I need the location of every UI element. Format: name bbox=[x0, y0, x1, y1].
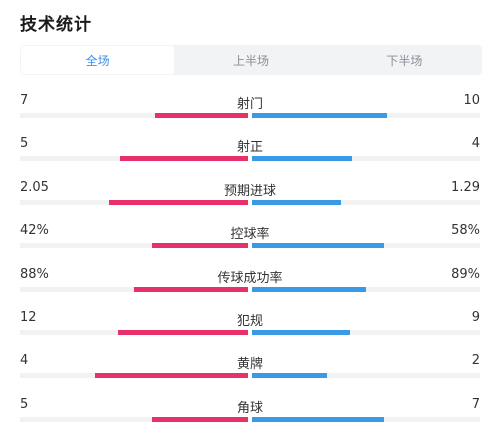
home-bar-track bbox=[20, 243, 248, 249]
home-bar-track bbox=[20, 286, 248, 292]
away-bar bbox=[252, 416, 384, 422]
away-value: 2 bbox=[471, 353, 480, 369]
home-value: 88% bbox=[20, 266, 49, 282]
away-value: 1.29 bbox=[451, 179, 480, 195]
home-bar bbox=[152, 243, 248, 249]
stat-row-corners: 5 角球 7 bbox=[0, 392, 500, 435]
home-bar bbox=[152, 416, 248, 422]
away-value: 58% bbox=[451, 223, 480, 239]
stat-row-fouls: 12 犯规 9 bbox=[0, 305, 500, 348]
away-value: 7 bbox=[471, 396, 480, 412]
stat-row-yellow-cards: 4 黄牌 2 bbox=[0, 348, 500, 391]
away-bar-track bbox=[252, 199, 480, 205]
home-value: 5 bbox=[20, 136, 29, 152]
home-value: 5 bbox=[20, 396, 29, 412]
away-bar bbox=[252, 199, 341, 205]
away-bar-track bbox=[252, 416, 480, 422]
away-value: 9 bbox=[471, 309, 480, 325]
stat-label: 角球 bbox=[236, 400, 263, 416]
home-bar-track bbox=[20, 329, 248, 335]
home-bar bbox=[134, 286, 248, 292]
stat-label: 犯规 bbox=[236, 313, 263, 329]
stat-row-shots-on-target: 5 射正 4 bbox=[0, 131, 500, 174]
stat-row-possession: 42% 控球率 58% bbox=[0, 218, 500, 261]
period-tabs: 全场 上半场 下半场 bbox=[20, 45, 482, 75]
away-bar bbox=[252, 329, 350, 335]
away-bar-track bbox=[252, 113, 480, 118]
stat-label: 预期进球 bbox=[223, 183, 276, 199]
stat-label: 控球率 bbox=[230, 227, 270, 243]
stat-label: 传球成功率 bbox=[217, 270, 283, 286]
home-bar-track bbox=[20, 373, 248, 379]
home-bar bbox=[109, 199, 248, 205]
home-value: 4 bbox=[20, 353, 29, 369]
stat-label: 黄牌 bbox=[236, 357, 263, 373]
stat-row-expected-goals: 2.05 预期进球 1.29 bbox=[0, 175, 500, 218]
away-value: 89% bbox=[451, 266, 480, 282]
away-bar-track bbox=[252, 286, 480, 292]
home-bar bbox=[95, 373, 248, 379]
home-value: 2.05 bbox=[20, 179, 49, 195]
stat-row-pass-accuracy: 88% 传球成功率 89% bbox=[0, 262, 500, 305]
away-bar-track bbox=[252, 156, 480, 162]
home-bar-track bbox=[20, 416, 248, 422]
page-title: 技术统计 bbox=[20, 15, 92, 35]
away-bar-track bbox=[252, 373, 480, 379]
stat-label: 射正 bbox=[236, 140, 263, 156]
away-value: 4 bbox=[471, 136, 480, 152]
away-value: 10 bbox=[463, 93, 480, 108]
away-bar bbox=[252, 156, 352, 162]
away-bar bbox=[252, 243, 384, 249]
home-bar-track bbox=[20, 199, 248, 205]
stats-list: 7 射门 10 5 射正 4 2.05 预期进球 1.29 42% 控球率 58… bbox=[0, 88, 500, 435]
away-bar-track bbox=[252, 329, 480, 335]
tab-full-match[interactable]: 全场 bbox=[21, 46, 175, 74]
home-value: 12 bbox=[20, 309, 37, 325]
home-bar-track bbox=[20, 113, 248, 118]
stat-row-shots: 7 射门 10 bbox=[0, 88, 500, 131]
away-bar bbox=[252, 286, 366, 292]
tab-second-half[interactable]: 下半场 bbox=[386, 53, 423, 68]
stat-label: 射门 bbox=[236, 97, 263, 112]
home-bar bbox=[120, 156, 248, 162]
home-bar bbox=[155, 113, 248, 118]
tab-first-half[interactable]: 上半场 bbox=[232, 53, 269, 68]
away-bar bbox=[252, 373, 327, 379]
away-bar-track bbox=[252, 243, 480, 249]
home-value: 42% bbox=[20, 223, 49, 239]
away-bar bbox=[252, 113, 387, 118]
home-value: 7 bbox=[20, 93, 29, 108]
home-bar-track bbox=[20, 156, 248, 162]
home-bar bbox=[118, 329, 248, 335]
